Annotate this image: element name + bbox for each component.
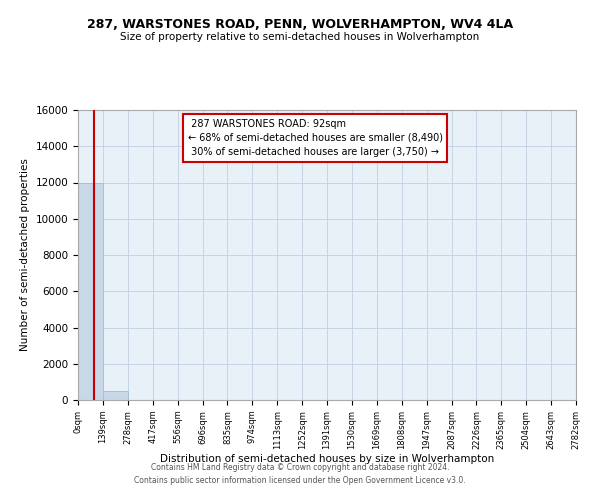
Text: 287 WARSTONES ROAD: 92sqm
← 68% of semi-detached houses are smaller (8,490)
 30%: 287 WARSTONES ROAD: 92sqm ← 68% of semi-…: [188, 118, 443, 156]
Bar: [103, 391, 128, 400]
Text: Contains HM Land Registry data © Crown copyright and database right 2024.: Contains HM Land Registry data © Crown c…: [151, 464, 449, 472]
X-axis label: Distribution of semi-detached houses by size in Wolverhampton: Distribution of semi-detached houses by …: [160, 454, 494, 464]
Bar: [78, 182, 103, 400]
Text: Contains public sector information licensed under the Open Government Licence v3: Contains public sector information licen…: [134, 476, 466, 485]
Text: Size of property relative to semi-detached houses in Wolverhampton: Size of property relative to semi-detach…: [121, 32, 479, 42]
Y-axis label: Number of semi-detached properties: Number of semi-detached properties: [20, 158, 30, 352]
Text: 287, WARSTONES ROAD, PENN, WOLVERHAMPTON, WV4 4LA: 287, WARSTONES ROAD, PENN, WOLVERHAMPTON…: [87, 18, 513, 30]
